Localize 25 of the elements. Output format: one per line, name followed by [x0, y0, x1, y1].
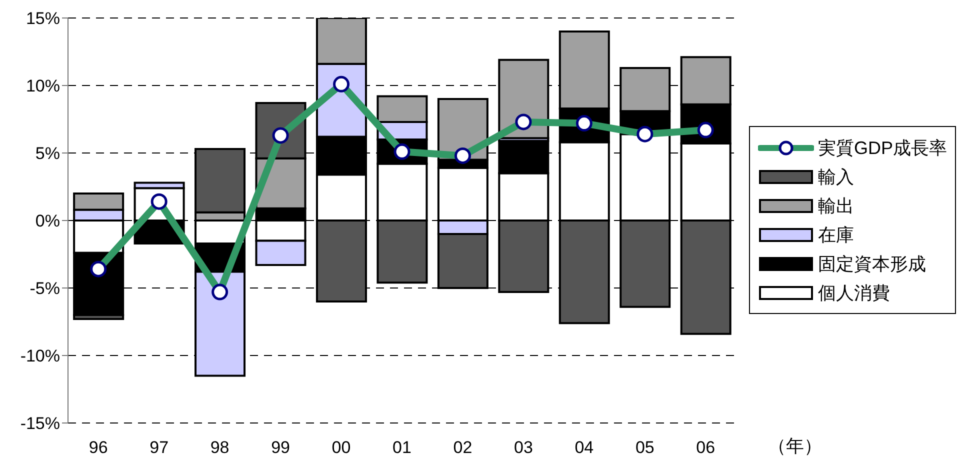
text: （年）: [768, 435, 822, 458]
legend-label: 輸出: [818, 194, 854, 218]
x-tick-label: 06: [696, 438, 716, 458]
y-tick-label: -15%: [20, 414, 60, 434]
x-tick-label: 00: [332, 438, 351, 458]
x-tick-label: 99: [271, 438, 290, 458]
legend-label: 在庫: [818, 224, 854, 246]
legend-label: 固定資本形成: [818, 252, 926, 276]
x-tick-label: 96: [88, 438, 108, 458]
y-tick-label: 10%: [26, 76, 60, 96]
legend-label: 輸入: [818, 166, 854, 188]
x-tick-label: 05: [635, 438, 654, 458]
x-tick-label: 98: [210, 438, 230, 458]
y-tick-label: 0%: [35, 212, 60, 231]
x-tick-label: 03: [514, 438, 533, 458]
y-tick-label: 15%: [26, 9, 60, 28]
y-tick-label: -10%: [20, 346, 60, 366]
y-tick-label: 5%: [35, 144, 60, 164]
legend-label: 実質GDP成長率: [818, 136, 947, 160]
x-tick-label: 04: [574, 438, 594, 458]
x-tick-label: 97: [150, 438, 169, 458]
x-tick-label: 01: [392, 438, 412, 458]
y-tick-label: -5%: [30, 279, 60, 298]
x-tick-label: 02: [453, 438, 472, 458]
legend-label: 個人消費: [818, 282, 890, 304]
